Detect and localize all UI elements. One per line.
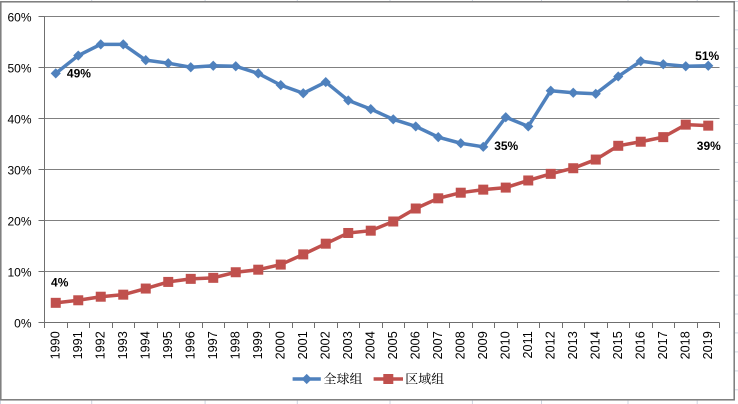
svg-text:1993: 1993: [116, 331, 130, 359]
svg-text:30%: 30%: [7, 164, 31, 178]
svg-text:1990: 1990: [48, 331, 62, 359]
svg-text:10%: 10%: [7, 266, 31, 280]
svg-text:1997: 1997: [206, 331, 220, 359]
svg-text:2001: 2001: [296, 331, 310, 359]
svg-text:2005: 2005: [386, 331, 400, 359]
svg-text:2003: 2003: [341, 331, 355, 359]
svg-text:2010: 2010: [498, 331, 512, 359]
svg-text:2011: 2011: [521, 331, 535, 358]
svg-text:2019: 2019: [701, 331, 715, 359]
svg-text:2008: 2008: [453, 331, 467, 359]
svg-text:0%: 0%: [14, 317, 32, 331]
svg-text:2004: 2004: [363, 331, 377, 359]
svg-text:60%: 60%: [7, 11, 31, 25]
svg-text:4%: 4%: [51, 275, 69, 289]
svg-text:2006: 2006: [408, 331, 422, 359]
svg-text:1996: 1996: [183, 331, 197, 359]
svg-text:2013: 2013: [566, 331, 580, 359]
svg-text:2002: 2002: [318, 331, 332, 359]
svg-text:39%: 39%: [697, 139, 721, 153]
svg-text:2000: 2000: [273, 331, 287, 359]
svg-text:1991: 1991: [71, 331, 85, 359]
svg-text:2017: 2017: [656, 331, 670, 359]
svg-text:1994: 1994: [138, 331, 152, 359]
svg-text:2007: 2007: [431, 331, 445, 359]
svg-text:2015: 2015: [611, 331, 625, 359]
svg-text:1995: 1995: [161, 331, 175, 359]
svg-text:35%: 35%: [494, 139, 518, 153]
svg-text:40%: 40%: [7, 113, 31, 127]
svg-text:51%: 51%: [695, 49, 719, 63]
svg-text:2018: 2018: [678, 331, 692, 359]
svg-text:1992: 1992: [93, 331, 107, 359]
svg-text:1999: 1999: [251, 331, 265, 359]
svg-text:49%: 49%: [67, 66, 91, 80]
svg-text:2009: 2009: [476, 331, 490, 359]
svg-text:2014: 2014: [588, 331, 602, 359]
svg-text:20%: 20%: [7, 215, 31, 229]
svg-text:2016: 2016: [633, 331, 647, 359]
svg-text:2012: 2012: [543, 331, 557, 359]
svg-text:1998: 1998: [228, 331, 242, 359]
svg-text:50%: 50%: [7, 62, 31, 76]
